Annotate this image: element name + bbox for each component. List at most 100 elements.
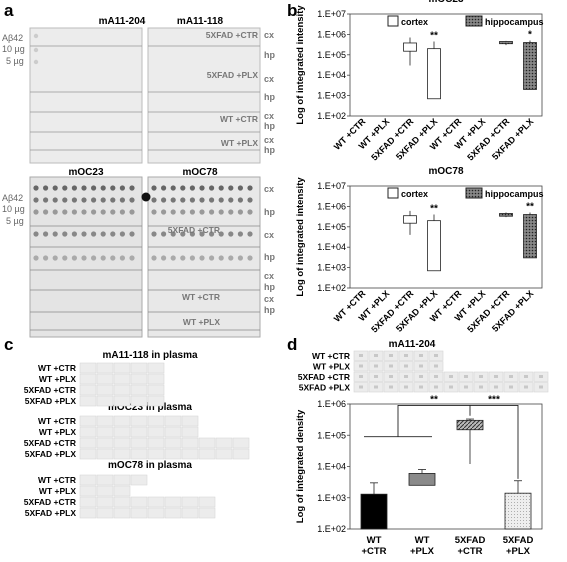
blot-dot xyxy=(100,209,106,215)
strip-dot xyxy=(374,375,378,378)
strip-cell xyxy=(181,496,199,508)
strip-cell xyxy=(130,437,148,449)
strip-cell xyxy=(198,437,216,449)
strip-dot xyxy=(539,385,543,389)
blot-dot xyxy=(209,209,215,215)
y-tick-label: 1.E+03 xyxy=(317,493,346,503)
strip-cell xyxy=(113,448,131,460)
blot-dot xyxy=(180,185,186,191)
side-label: hp xyxy=(264,252,275,262)
blot-dot xyxy=(33,209,39,215)
blot-dot xyxy=(151,209,157,215)
blot-dot xyxy=(33,59,39,65)
blot-dot xyxy=(129,209,135,215)
y-tick-label: 1.E+06 xyxy=(317,29,346,39)
panel-label-d: d xyxy=(287,335,297,354)
strip-cell xyxy=(113,485,131,497)
blot-dot xyxy=(209,231,215,237)
blot-dot xyxy=(218,185,224,191)
strip-cell xyxy=(198,496,216,508)
blot-dot xyxy=(247,185,253,191)
box xyxy=(403,215,417,224)
blot-row-label: 5XFAD +CTR xyxy=(206,30,258,40)
strip-cell xyxy=(181,426,199,438)
side-label: cx xyxy=(264,184,274,194)
strip-row-label: WT +CTR xyxy=(312,351,350,361)
x-tick-label: 5XFAD xyxy=(455,535,486,546)
blot-dot xyxy=(218,209,224,215)
panel-label-c: c xyxy=(4,335,13,354)
blot-dot xyxy=(33,33,39,39)
strip-dot xyxy=(434,375,438,378)
blot-dot xyxy=(199,185,205,191)
strip-row-label: 5XFAD +CTR xyxy=(24,438,76,448)
strip-row-label: 5XFAD +CTR xyxy=(24,497,76,507)
y-tick-label: 1.E+04 xyxy=(317,462,346,472)
blot-dot xyxy=(33,197,39,203)
y-tick-label: 1.E+05 xyxy=(317,50,346,60)
strip-dot xyxy=(449,375,453,378)
blot-dot xyxy=(100,185,106,191)
box xyxy=(403,42,417,52)
strip-cell xyxy=(130,474,148,486)
strip-row-label: WT +CTR xyxy=(38,475,76,485)
box xyxy=(427,220,441,272)
strip-cell xyxy=(113,415,131,427)
strip-dot xyxy=(524,375,528,378)
blot-dot xyxy=(189,209,195,215)
blot-dot xyxy=(100,197,106,203)
blot-dot xyxy=(52,231,58,237)
blot-dot xyxy=(110,209,116,215)
strip-cell xyxy=(96,485,114,497)
strip-dot xyxy=(404,364,408,368)
box xyxy=(427,48,441,100)
strip-cell xyxy=(130,373,148,385)
side-label: hp xyxy=(264,305,275,315)
strip-cell xyxy=(79,384,97,396)
blot-dot xyxy=(199,231,205,237)
strip-dot xyxy=(419,385,423,389)
strip-cell xyxy=(147,362,165,374)
strip-dot xyxy=(434,354,438,357)
blot-dot xyxy=(237,255,243,261)
panel-label-b: b xyxy=(287,1,297,20)
blot-dot xyxy=(247,255,253,261)
blot-dot xyxy=(52,185,58,191)
strip-cell xyxy=(79,373,97,385)
blot-dot xyxy=(129,197,135,203)
blot-dot xyxy=(52,197,58,203)
blot-dot xyxy=(62,231,68,237)
strip-cell xyxy=(147,426,165,438)
strip-cell xyxy=(164,448,182,460)
blot-dot xyxy=(91,209,97,215)
strip-cell xyxy=(96,373,114,385)
strip-row-label: WT +CTR xyxy=(38,363,76,373)
blot-dot xyxy=(91,231,97,237)
blot-dot xyxy=(189,197,195,203)
blot-dot xyxy=(161,197,167,203)
strip-dot xyxy=(359,375,363,378)
strip-dot xyxy=(359,385,363,389)
side-label: hp xyxy=(264,92,275,102)
strip-dot xyxy=(464,375,468,378)
blot-dot xyxy=(129,255,135,261)
strip-cell xyxy=(96,384,114,396)
strip-cell xyxy=(130,496,148,508)
blot-dot xyxy=(228,185,234,191)
blot-dot xyxy=(33,185,39,191)
blot-dot xyxy=(81,255,87,261)
legend-swatch-hippocampus xyxy=(465,15,483,27)
strip-cell xyxy=(215,437,233,449)
strip-dot xyxy=(404,354,408,357)
blot-dot xyxy=(91,255,97,261)
legend-label: cortex xyxy=(401,189,428,199)
mass-label: 10 µg xyxy=(2,44,25,54)
strip-cell xyxy=(147,395,165,407)
x-tick-label: +CTR xyxy=(361,546,386,557)
blot-dot xyxy=(151,231,157,237)
y-tick-label: 1.E+06 xyxy=(317,201,346,211)
bar xyxy=(456,419,484,431)
legend-label: hippocampus xyxy=(485,17,544,27)
y-tick-label: 1.E+03 xyxy=(317,91,346,101)
strip-cell xyxy=(96,507,114,519)
